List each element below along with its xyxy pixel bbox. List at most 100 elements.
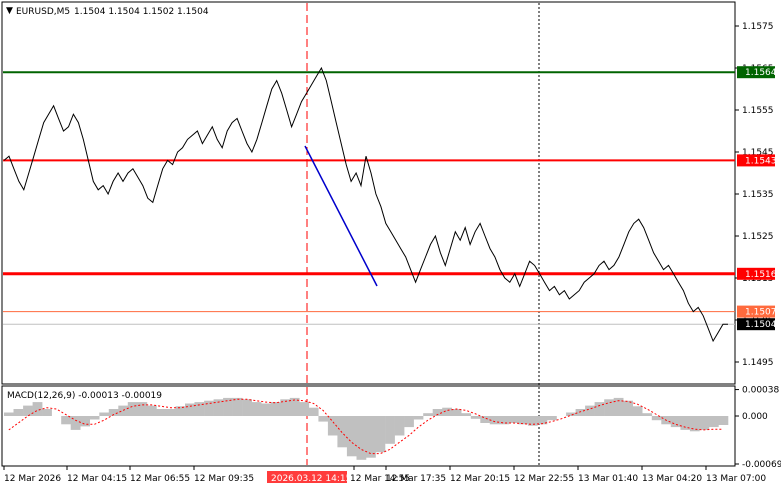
macd-histogram-bar	[118, 405, 129, 416]
level-price-label: 1.1564	[745, 68, 777, 78]
time-tick-label: 12 Mar 20:15	[450, 474, 510, 484]
horizontal-levels[interactable]: 1.1564 1.1543 1.1516 1.1507 1.1504	[3, 66, 777, 331]
macd-histogram-bar	[318, 416, 329, 422]
price-tick-label: 1.1545	[742, 148, 774, 158]
header-triangle-icon[interactable]: ▼	[6, 6, 13, 16]
macd-histogram-bar	[308, 407, 319, 416]
macd-histogram-bar	[146, 405, 157, 416]
macd-histogram-bar	[356, 416, 367, 460]
macd-histogram-bar	[394, 416, 405, 436]
macd-histogram-bar	[680, 416, 691, 430]
macd-histogram-bar	[4, 412, 14, 416]
macd-histogram-bar	[594, 402, 605, 416]
macd-histogram-bar	[127, 402, 138, 416]
macd-tick-label: -0.00069	[742, 460, 781, 470]
macd-histogram-bar	[194, 402, 205, 416]
macd-title: MACD(12,26,9) -0.00013 -0.00019	[7, 391, 162, 401]
macd-histogram-bar	[385, 416, 395, 444]
macd-histogram-bar	[99, 412, 110, 416]
level-price-box	[737, 154, 775, 167]
macd-histogram-bar	[337, 416, 348, 448]
current-price-label: 1.1504	[745, 320, 777, 330]
macd-histogram-bar	[708, 416, 719, 428]
trend-line[interactable]	[304, 145, 378, 287]
macd-histogram-bar	[566, 412, 576, 416]
macd-histogram-bar	[137, 402, 148, 416]
time-tick-label: 12 Mar 17:35	[386, 474, 446, 484]
macd-histogram-bar	[689, 416, 700, 432]
macd-signal-path	[8, 398, 724, 455]
level-price-label: 1.1516	[745, 270, 777, 280]
time-tick-label: 12 Mar 04:15	[67, 474, 127, 484]
time-tick-label: 12 Mar 09:35	[194, 474, 254, 484]
macd-histogram-bar	[89, 416, 100, 420]
time-tick-label: 12 Mar 06:55	[130, 474, 190, 484]
time-axis: 12 Mar 2026 12 Mar 04:15 12 Mar 06:55 12 Ma…	[3, 466, 766, 484]
price-tick-label: 1.1535	[742, 190, 774, 200]
level-price-box	[737, 305, 775, 318]
macd-histogram-bar	[204, 400, 214, 416]
price-tick-label: 1.1555	[742, 106, 774, 116]
macd-histogram-bar	[70, 416, 81, 430]
price-tick-label: 1.1495	[742, 358, 774, 368]
macd-histogram-bar	[242, 399, 252, 416]
macd-histogram-bar	[165, 409, 176, 416]
macd-histogram-bar	[423, 413, 433, 416]
macd-histogram-bar	[623, 400, 633, 416]
macd-histogram-bar	[537, 416, 548, 425]
macd-histogram-bar	[604, 399, 614, 416]
macd-histogram-bar	[499, 416, 510, 425]
macd-histogram-bar	[413, 416, 424, 420]
macd-axis: 0.00038 0.000 -0.00069	[735, 386, 781, 470]
macd-histogram-bar	[185, 403, 195, 416]
macd-histogram-bar	[632, 406, 643, 416]
macd-histogram-bar	[508, 416, 519, 423]
macd-signal-line	[8, 398, 724, 455]
macd-histogram-bar	[270, 402, 281, 416]
macd-histogram-bar	[432, 409, 443, 416]
price-tick-label: 1.1525	[742, 232, 774, 242]
macd-histogram-bar	[175, 406, 186, 416]
macd-tick-label: 0.00038	[742, 386, 779, 396]
macd-histogram-bar	[61, 416, 71, 425]
macd-histogram-bar	[223, 397, 233, 416]
ohlc-label: 1.1504 1.1504 1.1502 1.1504	[74, 7, 209, 17]
current-price-box	[737, 318, 775, 331]
time-tick-label: 12 Mar 22:55	[514, 474, 574, 484]
macd-histogram-bar	[299, 402, 310, 416]
price-tick-label: 1.1575	[742, 22, 774, 32]
macd-histogram-bar	[156, 409, 167, 416]
macd-histogram-bar	[470, 416, 481, 419]
macd-histogram-bar	[375, 416, 386, 453]
macd-histogram-bar	[366, 416, 376, 458]
price-panel[interactable]	[1, 1, 736, 385]
price-line	[3, 66, 728, 343]
macd-histogram-bar	[651, 416, 662, 421]
macd-histogram-bar	[442, 407, 452, 416]
level-price-box	[737, 267, 775, 280]
macd-histogram-bar	[108, 409, 119, 416]
macd-histogram	[4, 397, 729, 460]
crosshair-time-box	[267, 471, 347, 483]
macd-histogram-bar	[699, 416, 710, 430]
macd-histogram-bar	[547, 416, 557, 421]
macd-histogram-bar	[575, 409, 586, 416]
macd-tick-label: 0.000	[742, 412, 768, 422]
macd-histogram-bar	[670, 416, 681, 428]
time-tick-label: 13 Mar 04:20	[642, 474, 702, 484]
macd-histogram-bar	[280, 399, 291, 416]
macd-histogram-bar	[32, 402, 43, 416]
level-price-label: 1.1507	[745, 308, 777, 318]
time-tick-label: 13 Mar 07:00	[706, 474, 766, 484]
macd-histogram-bar	[327, 416, 338, 436]
crosshair-time-label: 2026.03.12 14:15	[271, 474, 351, 484]
macd-histogram-bar	[451, 409, 462, 416]
macd-histogram-bar	[489, 416, 500, 425]
macd-histogram-bar	[518, 416, 529, 425]
macd-histogram-bar	[346, 416, 357, 457]
macd-histogram-bar	[480, 416, 491, 423]
macd-histogram-bar	[404, 416, 414, 428]
macd-histogram-bar	[289, 397, 300, 416]
macd-histogram-bar	[232, 397, 243, 416]
